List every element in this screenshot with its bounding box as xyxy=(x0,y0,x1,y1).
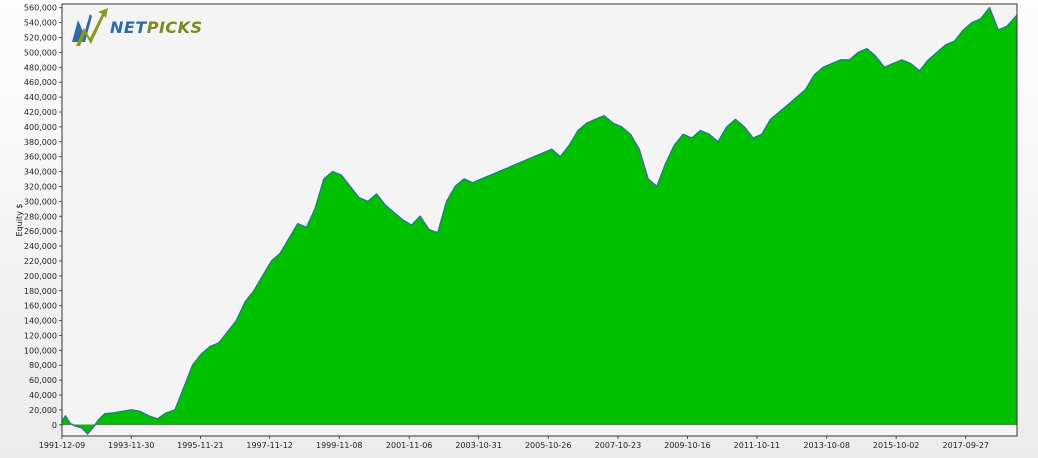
x-axis-labels: 1991-12-09 1993-11-30 1995-11-21 1997-11-12… xyxy=(39,441,989,450)
x-tick-label: 1999-11-08 xyxy=(316,441,363,450)
y-tick-label: 20,000 xyxy=(29,406,57,415)
logo-mark-icon xyxy=(72,8,108,46)
y-tick-label: 320,000 xyxy=(24,182,57,191)
y-tick-label: 500,000 xyxy=(24,48,57,57)
y-tick-label: 160,000 xyxy=(24,302,57,311)
x-tick-label: 2013-10-08 xyxy=(803,441,850,450)
y-tick-label: 300,000 xyxy=(24,197,57,206)
y-tick-label: 80,000 xyxy=(29,361,57,370)
x-tick-label: 1997-11-12 xyxy=(246,441,293,450)
y-tick-label: 360,000 xyxy=(24,153,57,162)
y-axis-title: Equity $ xyxy=(15,204,24,237)
x-tick-label: 2011-10-11 xyxy=(734,441,781,450)
svg-text:NETPICKS: NETPICKS xyxy=(110,18,203,37)
y-tick-label: 0 xyxy=(52,421,57,430)
x-tick-label: 2007-10-23 xyxy=(595,441,642,450)
x-tick-label: 2009-10-16 xyxy=(664,441,711,450)
y-tick-label: 480,000 xyxy=(24,63,57,72)
x-tick-label: 2015-10-02 xyxy=(873,441,920,450)
y-tick-label: 440,000 xyxy=(24,93,57,102)
x-tick-label: 2003-10-31 xyxy=(455,441,502,450)
y-tick-label: 100,000 xyxy=(24,346,57,355)
x-tick-label: 1991-12-09 xyxy=(39,441,86,450)
y-tick-label: 560,000 xyxy=(24,4,57,13)
plot-border xyxy=(61,3,1018,437)
equity-line xyxy=(61,6,1018,435)
y-tick-label: 520,000 xyxy=(24,34,57,43)
netpicks-logo: NETPICKS xyxy=(72,8,203,46)
equity-area xyxy=(62,7,1017,434)
x-tick-label: 2001-11-06 xyxy=(386,441,433,450)
y-tick-label: 200,000 xyxy=(24,272,57,281)
logo-text-prefix: NET xyxy=(110,18,147,37)
y-tick-label: 120,000 xyxy=(24,331,57,340)
y-tick-label: 140,000 xyxy=(24,317,57,326)
y-tick-label: 280,000 xyxy=(24,212,57,221)
logo-text-suffix: PICKS xyxy=(147,18,203,37)
y-tick-label: 60,000 xyxy=(29,376,57,385)
y-tick-label: 40,000 xyxy=(29,391,57,400)
y-tick-label: 460,000 xyxy=(24,78,57,87)
y-tick-label: 240,000 xyxy=(24,242,57,251)
y-tick-label: 180,000 xyxy=(24,287,57,296)
y-tick-label: 540,000 xyxy=(24,19,57,28)
y-tick-label: 260,000 xyxy=(24,227,57,236)
x-tick-label: 2017-09-27 xyxy=(943,441,990,450)
x-tick-label: 1993-11-30 xyxy=(108,441,155,450)
y-tick-label: 400,000 xyxy=(24,123,57,132)
y-axis-labels: 0 20,000 40,000 60,000 80,000 100,000 120,000 1… xyxy=(24,4,57,430)
x-tick-label: 1995-11-21 xyxy=(177,441,224,450)
x-tick-label: 2005-10-26 xyxy=(525,441,572,450)
y-tick-label: 340,000 xyxy=(24,168,57,177)
y-tick-label: 420,000 xyxy=(24,108,57,117)
y-tick-label: 220,000 xyxy=(24,257,57,266)
y-tick-label: 380,000 xyxy=(24,138,57,147)
